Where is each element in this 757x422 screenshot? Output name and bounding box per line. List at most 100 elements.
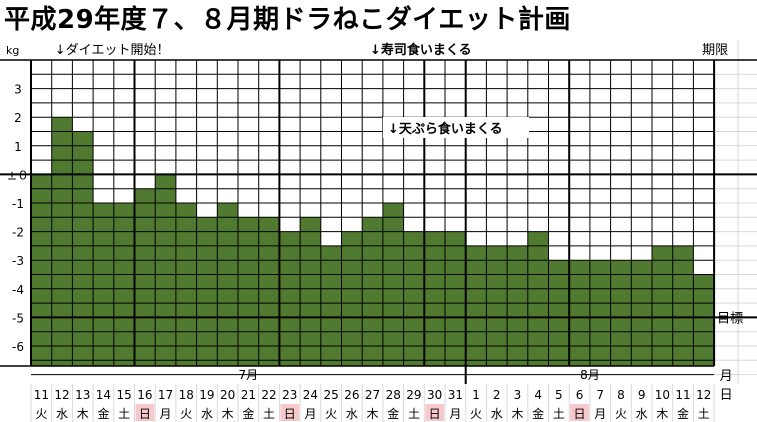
weekday-label: 金 [387,406,399,421]
day-label: 19 [199,388,214,402]
bar [113,203,135,366]
day-label: 24 [303,388,318,402]
holiday-highlight [570,404,589,421]
bar [238,217,259,366]
day-label: 14 [96,388,111,402]
annotation-tempura: ↓天ぷら食いまくる [388,121,503,137]
day-label: 15 [117,388,132,402]
holiday-highlight [135,404,155,421]
bar [279,231,301,366]
weekday-label: 火 [615,407,627,421]
annotation-sushi: ↓寿司食いまくる [370,42,472,58]
bar [382,203,404,366]
target-label: 目標 [717,311,743,326]
day-label: 18 [179,388,194,402]
weekday-label: 火 [470,407,482,421]
bar [341,231,363,366]
bar [486,245,508,366]
bar [569,260,590,366]
y-tick-label: -2 [12,226,24,240]
bar [217,203,238,366]
day-label: 9 [638,388,646,402]
bar [320,245,342,366]
holiday-highlight [280,404,300,421]
day-label: 5 [555,388,563,402]
weekday-label: 土 [118,407,130,421]
day-label: 7 [596,388,604,402]
day-label: 10 [655,388,670,402]
weekday-label: 日 [429,407,441,421]
day-label: 26 [344,388,359,402]
day-label: 6 [576,388,584,402]
day-label: 11 [34,388,49,402]
day-label: 30 [427,388,442,402]
y-tick-label: 1 [14,140,22,154]
day-label: 3 [514,388,522,402]
weekday-label: 月 [160,407,172,421]
day-label: 4 [534,388,542,402]
y-tick-label: ±０ [7,168,29,182]
annotation-background [383,117,529,138]
bar [631,260,652,366]
weekday-label: 金 [532,406,544,421]
weekday-label: 水 [201,407,213,421]
weekday-label: 土 [698,407,710,421]
bar [175,203,197,366]
bar [548,260,570,366]
bar [196,217,218,366]
holiday-highlight [425,404,444,421]
bar [93,203,114,366]
bar [610,260,632,366]
bar [300,217,321,366]
bar [403,231,425,366]
weekday-label: 水 [636,407,648,421]
bar [51,117,73,366]
bar [652,245,673,366]
weekday-label: 土 [263,407,275,421]
bar [527,231,549,366]
day-label: 17 [158,388,173,402]
weekday-label: 水 [56,407,68,421]
weekday-label: 水 [346,407,358,421]
bar [693,274,715,366]
day-label: 27 [365,388,380,402]
weekday-label: 日 [284,407,296,421]
weekday-label: 木 [367,407,379,421]
weekday-label: 土 [553,407,565,421]
bar [258,217,280,366]
weekday-label: 木 [511,407,523,421]
annotation-diet-start: ↓ダイエット開始！ [55,43,170,58]
day-label: 1 [472,388,480,402]
page-title: 平成29年度７、８月期ドラねこダイエット計画 [4,5,571,35]
day-label: 31 [448,388,463,402]
day-label: 22 [261,388,276,402]
weekday-label: 月 [304,407,316,421]
day-label: 2 [493,388,501,402]
day-label: 12 [54,388,69,402]
month-label: 8月 [580,368,600,382]
y-tick-label: -1 [12,197,24,211]
bar [465,245,487,366]
weekday-label: 土 [408,407,420,421]
day-label: 12 [696,388,711,402]
weekday-label: 日 [574,407,586,421]
weekday-label: 木 [222,407,234,421]
weekday-label: 金 [242,406,254,421]
month-label: 7月 [239,368,259,382]
y-tick-label: -6 [12,340,24,354]
bar [362,217,383,366]
day-label: 21 [241,388,256,402]
deadline-label: 期限 [702,43,728,58]
weekday-label: 火 [180,407,192,421]
day-label: 16 [137,388,152,402]
day-label: 20 [220,388,235,402]
weekday-label: 水 [491,407,503,421]
weekday-label: 月 [594,407,606,421]
day-label: 8 [617,388,625,402]
weekday-label: 月 [449,407,461,421]
bar [589,260,611,366]
y-tick-label: -3 [12,254,24,268]
day-label: 29 [406,388,421,402]
weekday-label: 日 [139,407,151,421]
unit-label: kg [6,44,19,57]
